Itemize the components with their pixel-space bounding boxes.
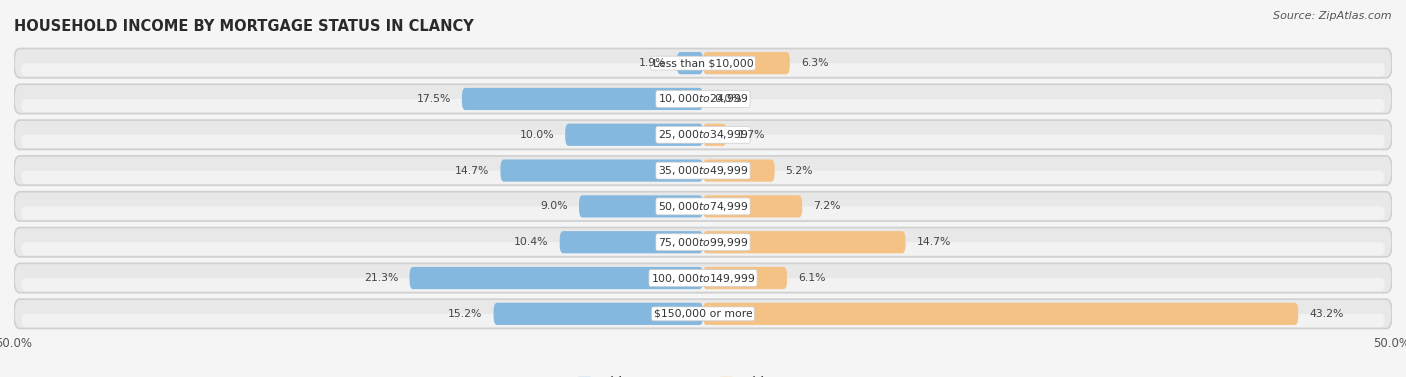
Text: 10.0%: 10.0% bbox=[520, 130, 554, 140]
Text: 14.7%: 14.7% bbox=[456, 166, 489, 176]
FancyBboxPatch shape bbox=[461, 88, 703, 110]
FancyBboxPatch shape bbox=[703, 124, 727, 146]
FancyBboxPatch shape bbox=[703, 195, 803, 218]
FancyBboxPatch shape bbox=[560, 231, 703, 253]
FancyBboxPatch shape bbox=[21, 99, 1385, 112]
FancyBboxPatch shape bbox=[21, 242, 1385, 256]
Text: $10,000 to $24,999: $10,000 to $24,999 bbox=[658, 92, 748, 106]
FancyBboxPatch shape bbox=[494, 303, 703, 325]
FancyBboxPatch shape bbox=[703, 231, 905, 253]
FancyBboxPatch shape bbox=[703, 267, 787, 289]
Text: $150,000 or more: $150,000 or more bbox=[654, 309, 752, 319]
Text: 7.2%: 7.2% bbox=[813, 201, 841, 211]
FancyBboxPatch shape bbox=[21, 278, 1385, 291]
Text: $50,000 to $74,999: $50,000 to $74,999 bbox=[658, 200, 748, 213]
Text: $25,000 to $34,999: $25,000 to $34,999 bbox=[658, 128, 748, 141]
FancyBboxPatch shape bbox=[501, 159, 703, 182]
Text: 14.7%: 14.7% bbox=[917, 237, 950, 247]
FancyBboxPatch shape bbox=[14, 84, 1392, 113]
Text: 21.3%: 21.3% bbox=[364, 273, 398, 283]
Text: 6.3%: 6.3% bbox=[801, 58, 828, 68]
FancyBboxPatch shape bbox=[703, 52, 790, 74]
FancyBboxPatch shape bbox=[676, 52, 703, 74]
Text: 15.2%: 15.2% bbox=[449, 309, 482, 319]
Text: Less than $10,000: Less than $10,000 bbox=[652, 58, 754, 68]
Text: 9.0%: 9.0% bbox=[540, 201, 568, 211]
Text: 0.0%: 0.0% bbox=[714, 94, 742, 104]
FancyBboxPatch shape bbox=[565, 124, 703, 146]
Text: Source: ZipAtlas.com: Source: ZipAtlas.com bbox=[1274, 11, 1392, 21]
FancyBboxPatch shape bbox=[14, 299, 1392, 328]
FancyBboxPatch shape bbox=[14, 49, 1392, 78]
Text: 6.1%: 6.1% bbox=[799, 273, 825, 283]
FancyBboxPatch shape bbox=[14, 228, 1392, 257]
FancyBboxPatch shape bbox=[14, 264, 1392, 293]
Text: HOUSEHOLD INCOME BY MORTGAGE STATUS IN CLANCY: HOUSEHOLD INCOME BY MORTGAGE STATUS IN C… bbox=[14, 19, 474, 34]
Text: 1.7%: 1.7% bbox=[738, 130, 765, 140]
FancyBboxPatch shape bbox=[14, 156, 1392, 185]
FancyBboxPatch shape bbox=[21, 135, 1385, 148]
Text: 5.2%: 5.2% bbox=[786, 166, 813, 176]
Text: $75,000 to $99,999: $75,000 to $99,999 bbox=[658, 236, 748, 249]
FancyBboxPatch shape bbox=[21, 314, 1385, 327]
FancyBboxPatch shape bbox=[21, 207, 1385, 220]
FancyBboxPatch shape bbox=[21, 63, 1385, 77]
Text: $35,000 to $49,999: $35,000 to $49,999 bbox=[658, 164, 748, 177]
FancyBboxPatch shape bbox=[579, 195, 703, 218]
Text: 1.9%: 1.9% bbox=[638, 58, 666, 68]
FancyBboxPatch shape bbox=[21, 171, 1385, 184]
Text: $100,000 to $149,999: $100,000 to $149,999 bbox=[651, 271, 755, 285]
Legend: Without Mortgage, With Mortgage: Without Mortgage, With Mortgage bbox=[578, 376, 828, 377]
Text: 17.5%: 17.5% bbox=[416, 94, 451, 104]
FancyBboxPatch shape bbox=[409, 267, 703, 289]
FancyBboxPatch shape bbox=[14, 120, 1392, 149]
FancyBboxPatch shape bbox=[703, 159, 775, 182]
FancyBboxPatch shape bbox=[703, 303, 1298, 325]
Text: 43.2%: 43.2% bbox=[1309, 309, 1344, 319]
FancyBboxPatch shape bbox=[14, 192, 1392, 221]
Text: 10.4%: 10.4% bbox=[515, 237, 548, 247]
